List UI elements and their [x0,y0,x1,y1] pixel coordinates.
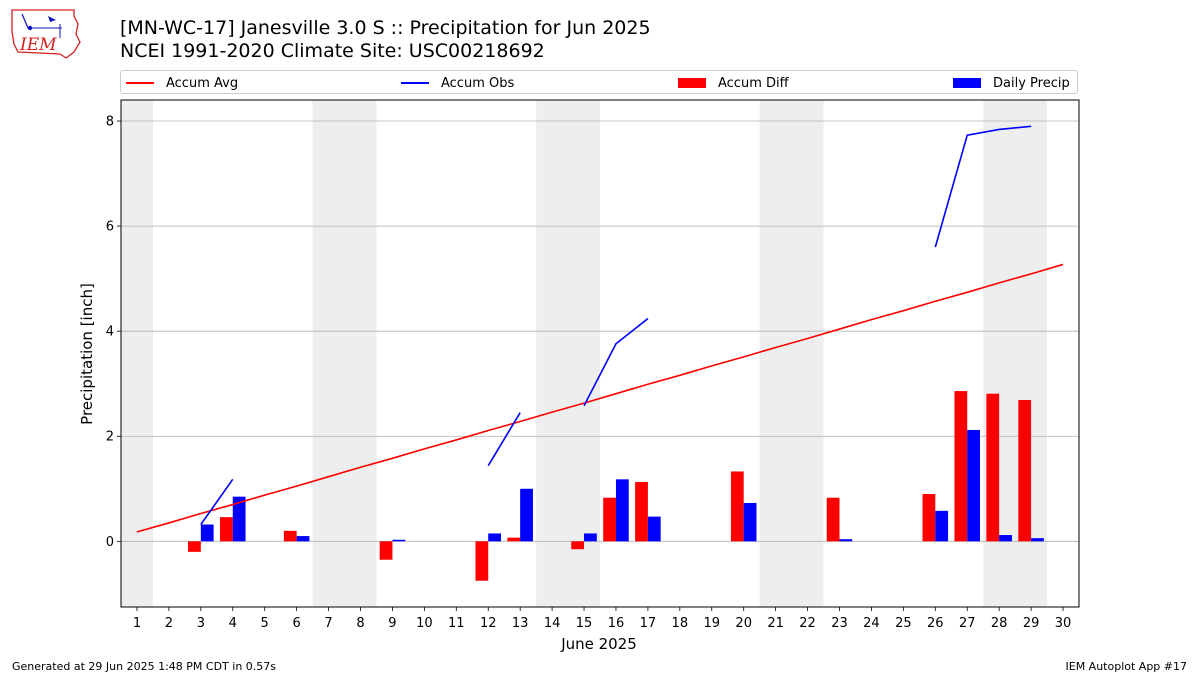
x-tick-label: 3 [197,616,205,631]
x-tick-label: 4 [229,616,237,631]
legend-label: Accum Obs [441,75,515,91]
daily-precip-bar [392,539,406,542]
x-tick-label: 28 [991,616,1008,631]
daily-precip-bar [200,524,214,542]
accum-obs-line [200,478,234,525]
daily-precip-bar [488,533,502,542]
accum-diff-bar [635,481,648,542]
daily-precip-bar [232,496,246,542]
weekend-band [759,100,824,607]
accum-diff-bar [379,541,393,560]
generated-timestamp: Generated at 29 Jun 2025 1:48 PM CDT in … [12,660,277,673]
accum-diff-bar [475,541,489,581]
legend-label: Accum Diff [718,75,789,91]
x-axis-label: June 2025 [560,635,637,653]
accum-diff-bar [1018,399,1032,542]
x-tick-label: 19 [703,616,720,631]
y-tick-label: 6 [106,220,114,235]
daily-precip-bar [967,429,981,542]
daily-precip-bar [999,535,1012,542]
x-tick-label: 30 [1055,616,1072,631]
legend-swatch [126,82,154,84]
weekend-band [121,100,153,607]
y-axis-label: Precipitation [inch] [78,283,96,425]
x-tick-label: 26 [927,616,944,631]
x-tick-label: 22 [799,616,816,631]
accum-diff-bar [507,537,521,542]
x-tick-label: 14 [544,616,561,631]
x-tick-label: 5 [261,616,269,631]
x-tick-label: 21 [767,616,784,631]
daily-precip-bar [520,488,533,542]
x-tick-label: 7 [324,616,332,631]
legend-item-daily-precip: Daily Precip [953,74,1070,92]
accum-obs-line [934,125,1032,248]
x-tick-label: 25 [895,616,912,631]
accum-diff-bar [986,393,1000,542]
legend-item-accum-avg: Accum Avg [126,74,238,92]
legend-item-accum-obs: Accum Obs [401,74,514,92]
daily-precip-bar [296,536,310,542]
x-tick-label: 8 [356,616,364,631]
x-tick-label: 16 [608,616,625,631]
legend-label: Accum Avg [166,75,239,91]
accum-diff-bar [571,541,585,550]
iem-logo: IEM [11,9,81,59]
legend-label: Daily Precip [993,75,1070,91]
accum-diff-bar [219,517,233,542]
daily-precip-bar [1031,538,1044,542]
y-tick-label: 8 [106,115,114,130]
x-tick-label: 18 [672,616,689,631]
legend-item-accum-diff: Accum Diff [678,74,789,92]
legend: Accum Avg Accum Obs Accum Diff Daily Pre… [120,70,1078,94]
accum-diff-bar [283,530,297,542]
daily-precip-bar [839,539,853,542]
daily-precip-bar [647,516,661,542]
accum-diff-bar [188,541,201,552]
weekend-band [312,100,377,607]
x-tick-label: 27 [959,616,976,631]
x-tick-label: 6 [292,616,300,631]
y-tick-label: 4 [106,325,114,340]
plot-frame [120,99,1080,608]
y-tick-label: 2 [106,430,114,445]
x-tick-label: 11 [448,616,465,631]
x-tick-label: 29 [1023,616,1040,631]
x-tick-label: 23 [831,616,848,631]
x-tick-label: 20 [735,616,752,631]
x-tick-label: 12 [480,616,497,631]
daily-precip-bar [935,510,949,542]
app-label: IEM Autoplot App #17 [1065,660,1188,673]
accum-avg-line [136,263,1064,533]
logo-text: IEM [19,35,57,55]
weekend-band [536,100,600,607]
daily-precip-bar [584,533,597,542]
chart-title: [MN-WC-17] Janesville 3.0 S :: Precipita… [120,17,651,39]
x-tick-label: 9 [388,616,396,631]
chart-subtitle: NCEI 1991-2020 Climate Site: USC00218692 [120,40,545,62]
legend-swatch [401,82,429,84]
x-tick-label: 1 [133,616,141,631]
accum-diff-bar [826,497,840,542]
x-tick-label: 15 [576,616,593,631]
y-tick-label: 0 [106,535,114,550]
legend-swatch [678,78,706,88]
accum-obs-line [583,317,649,407]
x-tick-label: 24 [863,616,880,631]
accum-diff-bar [730,471,744,542]
iowa-outline-icon [11,9,81,59]
accum-obs-line [487,412,521,467]
accum-diff-bar [922,494,936,542]
accum-diff-bar [954,391,968,542]
x-tick-label: 2 [165,616,173,631]
accum-diff-bar [603,497,616,542]
x-tick-label: 17 [640,616,657,631]
x-tick-label: 13 [512,616,529,631]
x-tick-label: 10 [416,616,433,631]
daily-precip-bar [615,479,629,542]
daily-precip-bar [743,502,757,542]
legend-swatch [953,78,981,88]
